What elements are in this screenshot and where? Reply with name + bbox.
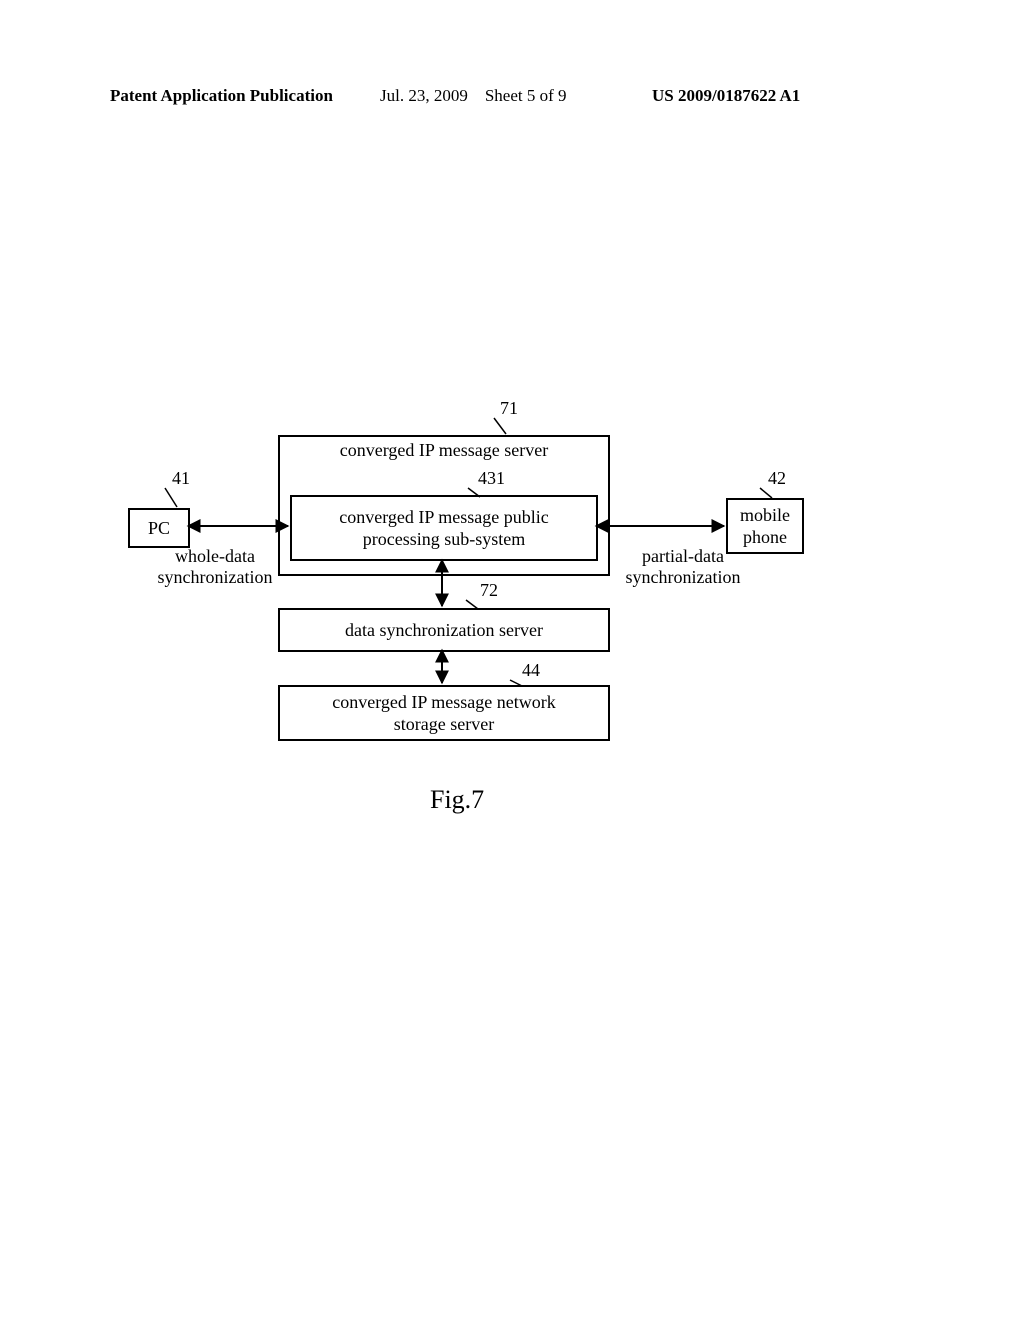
header-sheet: Sheet 5 of 9: [485, 86, 567, 105]
whole-data-l2: synchronization: [158, 567, 273, 587]
node-processing-subsystem: converged IP message public processing s…: [290, 495, 598, 561]
ref-431: 431: [478, 468, 505, 489]
ref-44: 44: [522, 660, 540, 681]
storage-label-line1: converged IP message network: [332, 692, 555, 712]
page: Patent Application Publication Jul. 23, …: [0, 0, 1024, 1320]
subsystem-label-line2: processing sub-system: [363, 529, 525, 549]
header-date: Jul. 23, 2009: [380, 86, 468, 105]
label-partial-data-sync: partial-data synchronization: [618, 546, 748, 588]
node-pc: PC: [128, 508, 190, 548]
ref-72: 72: [480, 580, 498, 601]
leader-42: [760, 488, 772, 498]
node-data-sync-server: data synchronization server: [278, 608, 610, 652]
header-pubno: US 2009/0187622 A1: [652, 86, 800, 106]
node-storage-server: converged IP message network storage ser…: [278, 685, 610, 741]
leader-41: [165, 488, 177, 507]
subsystem-label-line1: converged IP message public: [339, 507, 548, 527]
partial-data-l1: partial-data: [642, 546, 724, 566]
ref-71: 71: [500, 398, 518, 419]
pc-label: PC: [148, 517, 170, 540]
label-whole-data-sync: whole-data synchronization: [150, 546, 280, 588]
server-outer-label: converged IP message server: [340, 439, 548, 462]
figure-caption: Fig.7: [430, 785, 484, 815]
header-publication: Patent Application Publication: [110, 86, 333, 106]
storage-label-line2: storage server: [394, 714, 494, 734]
header-date-sheet: Jul. 23, 2009 Sheet 5 of 9: [380, 86, 567, 106]
ref-42: 42: [768, 468, 786, 489]
sync-server-label: data synchronization server: [345, 619, 543, 642]
whole-data-l1: whole-data: [175, 546, 255, 566]
mobile-label-line1: mobile: [740, 505, 790, 525]
mobile-label-line2: phone: [743, 527, 787, 547]
ref-41: 41: [172, 468, 190, 489]
leader-71: [494, 418, 506, 434]
diagram-arrows: [0, 0, 1024, 1320]
partial-data-l2: synchronization: [626, 567, 741, 587]
